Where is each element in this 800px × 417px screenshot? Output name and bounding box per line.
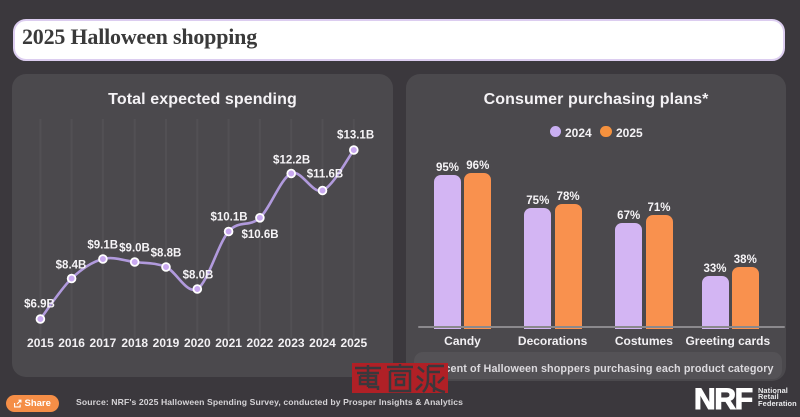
svg-text:2025: 2025 (340, 336, 367, 350)
svg-text:2017: 2017 (90, 336, 117, 350)
svg-text:$9.1B: $9.1B (87, 240, 118, 252)
svg-text:$6.9B: $6.9B (24, 299, 55, 311)
svg-text:2021: 2021 (215, 336, 242, 350)
svg-text:2018: 2018 (121, 336, 148, 350)
svg-text:$10.6B: $10.6B (241, 229, 278, 241)
svg-text:$8.0B: $8.0B (183, 270, 214, 282)
svg-text:2015: 2015 (27, 336, 54, 350)
svg-text:$9.0B: $9.0B (119, 243, 150, 255)
svg-text:$8.8B: $8.8B (151, 248, 182, 260)
svg-text:$8.4B: $8.4B (56, 260, 87, 272)
svg-text:2024: 2024 (309, 336, 336, 350)
svg-text:$13.1B: $13.1B (337, 130, 374, 142)
svg-text:2023: 2023 (278, 336, 305, 350)
svg-text:$11.6B: $11.6B (307, 169, 343, 181)
svg-text:2019: 2019 (153, 336, 180, 350)
svg-text:$10.1B: $10.1B (210, 212, 247, 224)
svg-text:$12.2B: $12.2B (273, 155, 310, 167)
svg-text:2020: 2020 (184, 336, 211, 350)
svg-text:2022: 2022 (247, 336, 274, 350)
svg-text:2016: 2016 (58, 336, 85, 350)
